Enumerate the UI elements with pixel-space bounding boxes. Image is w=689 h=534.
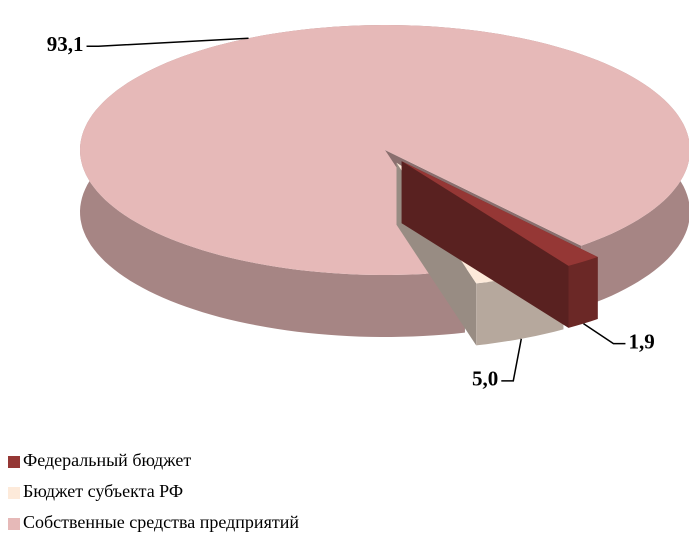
data-label: 5,0 [472,367,498,391]
legend-swatch [8,456,20,468]
data-label: 93,1 [47,32,84,56]
legend-swatch [8,518,20,530]
legend-label: Бюджет субъекта РФ [23,481,183,501]
slice-side [568,257,598,328]
slice [80,25,689,275]
leader-line [501,338,523,382]
leader-line [86,37,249,47]
legend-swatch [8,487,20,499]
legend-label: Собственные средства предприятий [23,512,299,532]
legend-label: Федеральный бюджет [23,450,191,470]
leader-line [583,322,626,345]
slice [401,161,598,266]
slice-cut-face [401,161,569,328]
data-label: 1,9 [628,329,654,353]
